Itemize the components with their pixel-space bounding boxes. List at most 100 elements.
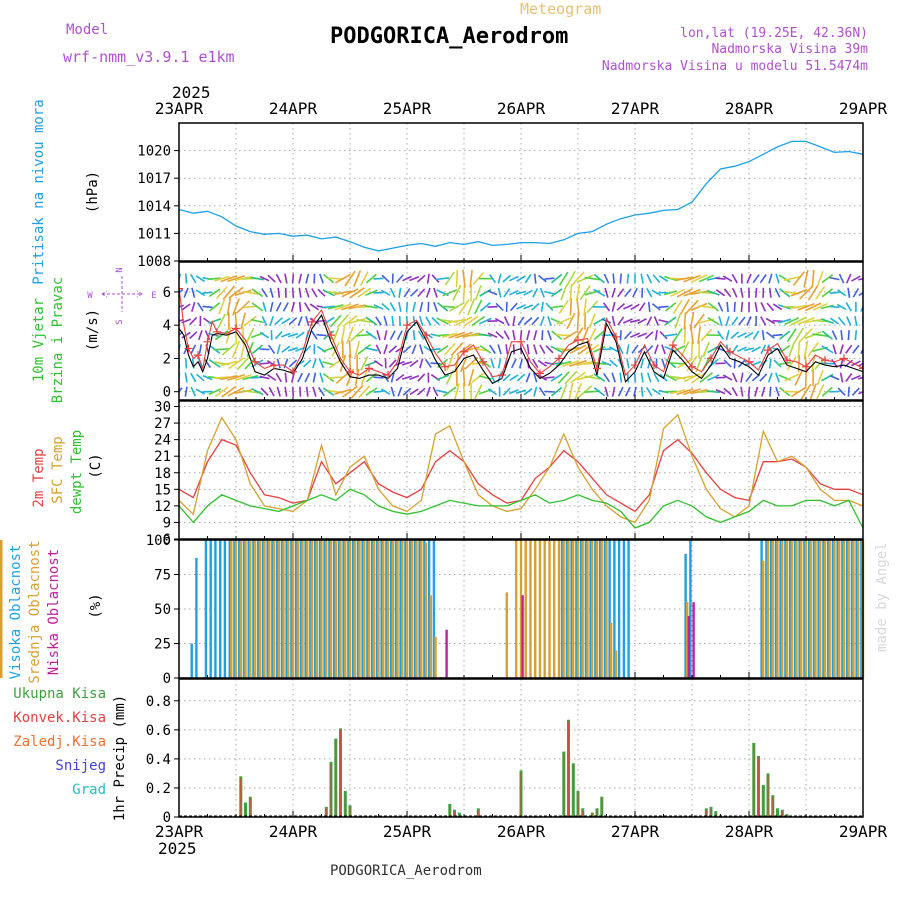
wind-arrow: [784, 373, 800, 382]
y-tick-label: 21: [154, 449, 171, 465]
compass-east: E: [151, 291, 156, 301]
wind-arrow: [312, 386, 317, 397]
wind-arrow: [718, 315, 723, 327]
wind-arrow: [402, 275, 412, 282]
cloud-bar: [779, 540, 782, 678]
y-tick-label: 0: [163, 810, 171, 826]
wind-arrow: [772, 319, 783, 323]
cloud-bar: [589, 540, 592, 678]
wind-arrow: [647, 372, 652, 383]
wind-arrow: [626, 358, 630, 369]
wind-arrow: [295, 331, 305, 339]
wind-gust-marker: [270, 361, 278, 370]
wind-arrow: [502, 274, 512, 283]
wind-arrow: [769, 386, 772, 397]
wind-arrow: [611, 386, 616, 397]
panel-frame: [178, 678, 864, 818]
wind-arrow: [707, 374, 720, 382]
cloud-bar: [553, 540, 556, 678]
wind-arrow: [707, 302, 720, 312]
wind-arrow: [409, 288, 419, 297]
plot-area-temperature: [178, 413, 864, 529]
wind-arrow: [448, 318, 466, 324]
wind-arrow: [526, 344, 530, 355]
wind-arrow: [418, 316, 424, 327]
wind-arrow: [586, 300, 599, 314]
wind-arrow: [731, 372, 738, 383]
cloud-bar: [247, 540, 250, 678]
cloud-bar: [575, 540, 578, 678]
wind-arrow: [380, 289, 391, 296]
wind-arrow: [854, 315, 858, 327]
wind-arrow: [664, 316, 677, 326]
wind-arrow: [334, 290, 352, 296]
wind-arrow: [365, 330, 378, 340]
cloud-bar: [239, 540, 242, 678]
wind-arrow: [341, 303, 359, 311]
wind-arrow: [425, 287, 431, 298]
cloud-bar: [377, 540, 380, 678]
wind-arrow: [601, 360, 612, 367]
cloud-bar: [809, 540, 812, 678]
wind-arrow: [179, 273, 182, 282]
wind-arrow: [640, 273, 644, 284]
cloud-bar: [423, 540, 426, 678]
wind-arrow: [487, 388, 498, 396]
wind-arrow: [339, 354, 347, 373]
wind-arrow: [411, 344, 417, 355]
wind-arrow: [353, 270, 362, 288]
wind-arrow: [487, 290, 498, 296]
wind-arrow: [403, 288, 411, 298]
wind-arrow: [523, 289, 533, 296]
wind-arrow: [215, 286, 228, 300]
wind-arrow: [646, 386, 653, 397]
wind-arrow: [251, 288, 264, 298]
wind-gust-marker: [251, 357, 259, 366]
wind-arrow: [611, 301, 616, 312]
wind-arrow: [236, 356, 250, 371]
cloud-bar: [366, 540, 369, 678]
wind-arrow: [304, 302, 311, 312]
wind-arrow: [551, 386, 563, 397]
wind-arrow: [652, 274, 661, 283]
wind-gust-marker: [184, 344, 193, 353]
wind-arrow: [683, 312, 687, 330]
precip-bar-conv: [762, 787, 764, 817]
cloud-bar: [244, 540, 247, 678]
cloud-bar: [850, 540, 854, 678]
cloud-bar: [515, 540, 518, 678]
cloud-bar: [323, 540, 326, 678]
wind-arrow: [723, 387, 732, 396]
wind-arrow: [322, 305, 336, 309]
cloud-bar: [404, 540, 407, 678]
wind-arrow: [603, 273, 610, 284]
wind-arrow: [322, 289, 335, 297]
wind-arrow: [581, 326, 589, 344]
wind-arrow: [208, 318, 222, 324]
wind-arrow: [623, 330, 632, 340]
precip-bar-conv: [245, 804, 246, 817]
wind-gust-marker: [536, 369, 544, 378]
cloud-bar: [769, 540, 773, 678]
wind-arrow: [298, 287, 302, 298]
wind-arrow: [611, 315, 616, 327]
wind-arrow: [357, 343, 371, 355]
wind-arrow: [348, 317, 366, 325]
wind-arrow: [341, 288, 359, 298]
wind-arrow: [242, 389, 259, 394]
y-tick-label: 27: [154, 416, 171, 432]
cloud-bar: [833, 540, 836, 678]
cloud-bar: [261, 540, 265, 678]
wind-arrow: [829, 305, 840, 309]
wind-arrow: [471, 372, 486, 383]
cloud-bar: [613, 540, 616, 678]
precip-bar-conv: [572, 765, 574, 817]
precip-bar-conv: [568, 721, 569, 817]
cloud-bar: [328, 540, 331, 678]
wind-arrow: [532, 287, 539, 298]
wind-arrow: [281, 345, 291, 353]
wind-arrow: [723, 288, 732, 298]
wind-arrow: [390, 372, 395, 383]
wind-arrow: [515, 290, 527, 295]
